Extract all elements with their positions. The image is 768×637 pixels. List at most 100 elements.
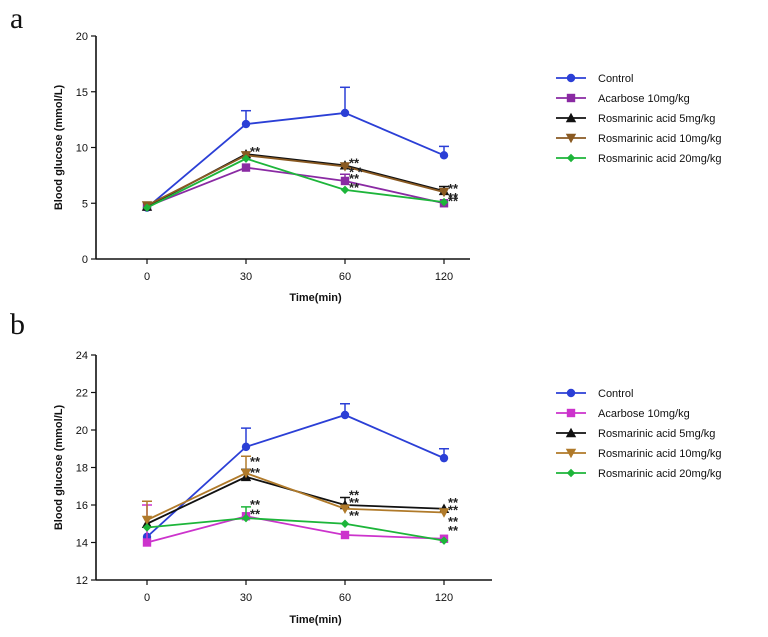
series-line [146,515,445,544]
significance-marker: ** [448,193,459,208]
series-line [146,154,445,207]
legend-marker [566,93,576,103]
data-point [439,197,449,207]
chart-panel-b: b 12 14 16 18 20 22 24 0 30 60 120 Time(min) Blood gl… [10,308,722,626]
legend-label: Control [598,388,633,400]
series-4 [142,154,449,212]
y-tick-label: 10 [76,143,88,155]
series-line [146,414,445,538]
legend-marker [565,448,577,459]
significance-marker: ** [349,155,360,170]
significance-marker: * * [349,164,364,179]
x-tick-label: 30 [240,592,252,604]
legend-marker [566,468,576,478]
legend-label: Rosmarinic acid 10mg/kg [598,448,722,460]
data-point [438,187,450,198]
y-tick-label: 15 [76,87,88,99]
x-tick-label: 30 [240,271,252,283]
data-point [340,530,350,540]
y-tick-label: 20 [76,425,88,437]
data-point [340,176,350,186]
data-point [241,119,251,129]
y-tick-label: 0 [82,254,88,266]
data-point [339,504,351,514]
chart-panel-a: a 0 5 10 15 20 0 30 60 120 Time(min) Blood glucose … [10,2,722,304]
significance-marker: ** [349,171,360,186]
data-point [439,453,449,463]
legend-marker [566,153,576,163]
significance-marker: ** [349,508,360,523]
significance-marker: ** [349,495,360,510]
data-point [439,536,449,545]
significance-marker: ** [250,454,261,469]
significance-marker: ** [250,497,261,512]
x-tick-label: 0 [144,592,150,604]
significance-marker: ** [448,181,459,196]
data-point [241,442,251,452]
data-point [141,515,153,526]
series-4 [142,506,449,545]
y-tick-label: 18 [76,463,88,475]
y-tick-label: 16 [76,500,88,512]
y-tick-label: 14 [76,538,88,550]
significance-marker: ** [250,144,261,159]
panel-label: b [10,308,25,341]
data-point [142,523,152,532]
data-point [339,162,351,172]
significance-marker: ** [448,514,459,529]
legend-label: Rosmarinic acid 10mg/kg [598,133,722,145]
data-point [340,108,350,118]
x-axis-label: Time(min) [289,292,342,304]
y-tick-label: 22 [76,388,88,400]
data-point [438,508,450,518]
y-axis-label: Blood glucose (mmol/L) [53,405,65,531]
significance-marker: ** [250,506,261,521]
series-line [146,475,445,525]
legend-label: Rosmarinic acid 20mg/kg [598,468,722,480]
significance-marker: ** [448,495,459,510]
data-point [241,163,251,172]
legend-label: Rosmarinic acid 20mg/kg [598,153,722,165]
data-point [340,410,350,420]
legend-label: Acarbose 10mg/kg [598,93,690,105]
series-line [146,472,445,521]
data-point [241,154,251,163]
legend-marker [566,73,576,83]
significance-marker: ** [448,503,459,518]
legend-marker [566,408,576,418]
y-tick-label: 20 [76,31,88,43]
legend-marker [565,133,577,144]
legend-marker [566,388,576,398]
significance-marker: ** [250,465,261,480]
data-point [241,513,251,523]
data-point [142,203,152,212]
significance-marker: ** [448,523,459,538]
series-3 [141,151,450,211]
x-tick-label: 60 [339,271,351,283]
y-tick-label: 24 [76,350,88,362]
data-point [340,185,350,195]
x-tick-label: 120 [435,271,453,283]
series-2 [141,148,450,211]
legend-label: Rosmarinic acid 5mg/kg [598,428,715,440]
legend: Control Acarbose 10mg/kg Rosmarinic acid 5… [556,73,722,165]
data-point [340,519,350,528]
significance-marker: ** [349,488,360,503]
significance-marker: ** [448,190,459,205]
series-line [146,517,445,542]
legend-label: Rosmarinic acid 5mg/kg [598,113,715,125]
data-point [142,538,152,547]
legend: Control Acarbose 10mg/kg Rosmarinic acid 5… [556,388,722,480]
panel-label: a [10,2,23,35]
legend-marker [565,427,577,438]
data-point [240,468,252,479]
x-axis-label: Time(min) [289,614,342,626]
y-axis-label: Blood glucose (mmol/L) [53,85,65,211]
x-tick-label: 0 [144,271,150,283]
x-tick-label: 120 [435,592,453,604]
series-line [146,112,445,209]
legend-label: Control [598,73,633,85]
series-3 [141,455,450,526]
significance-marker: ** [349,180,360,195]
